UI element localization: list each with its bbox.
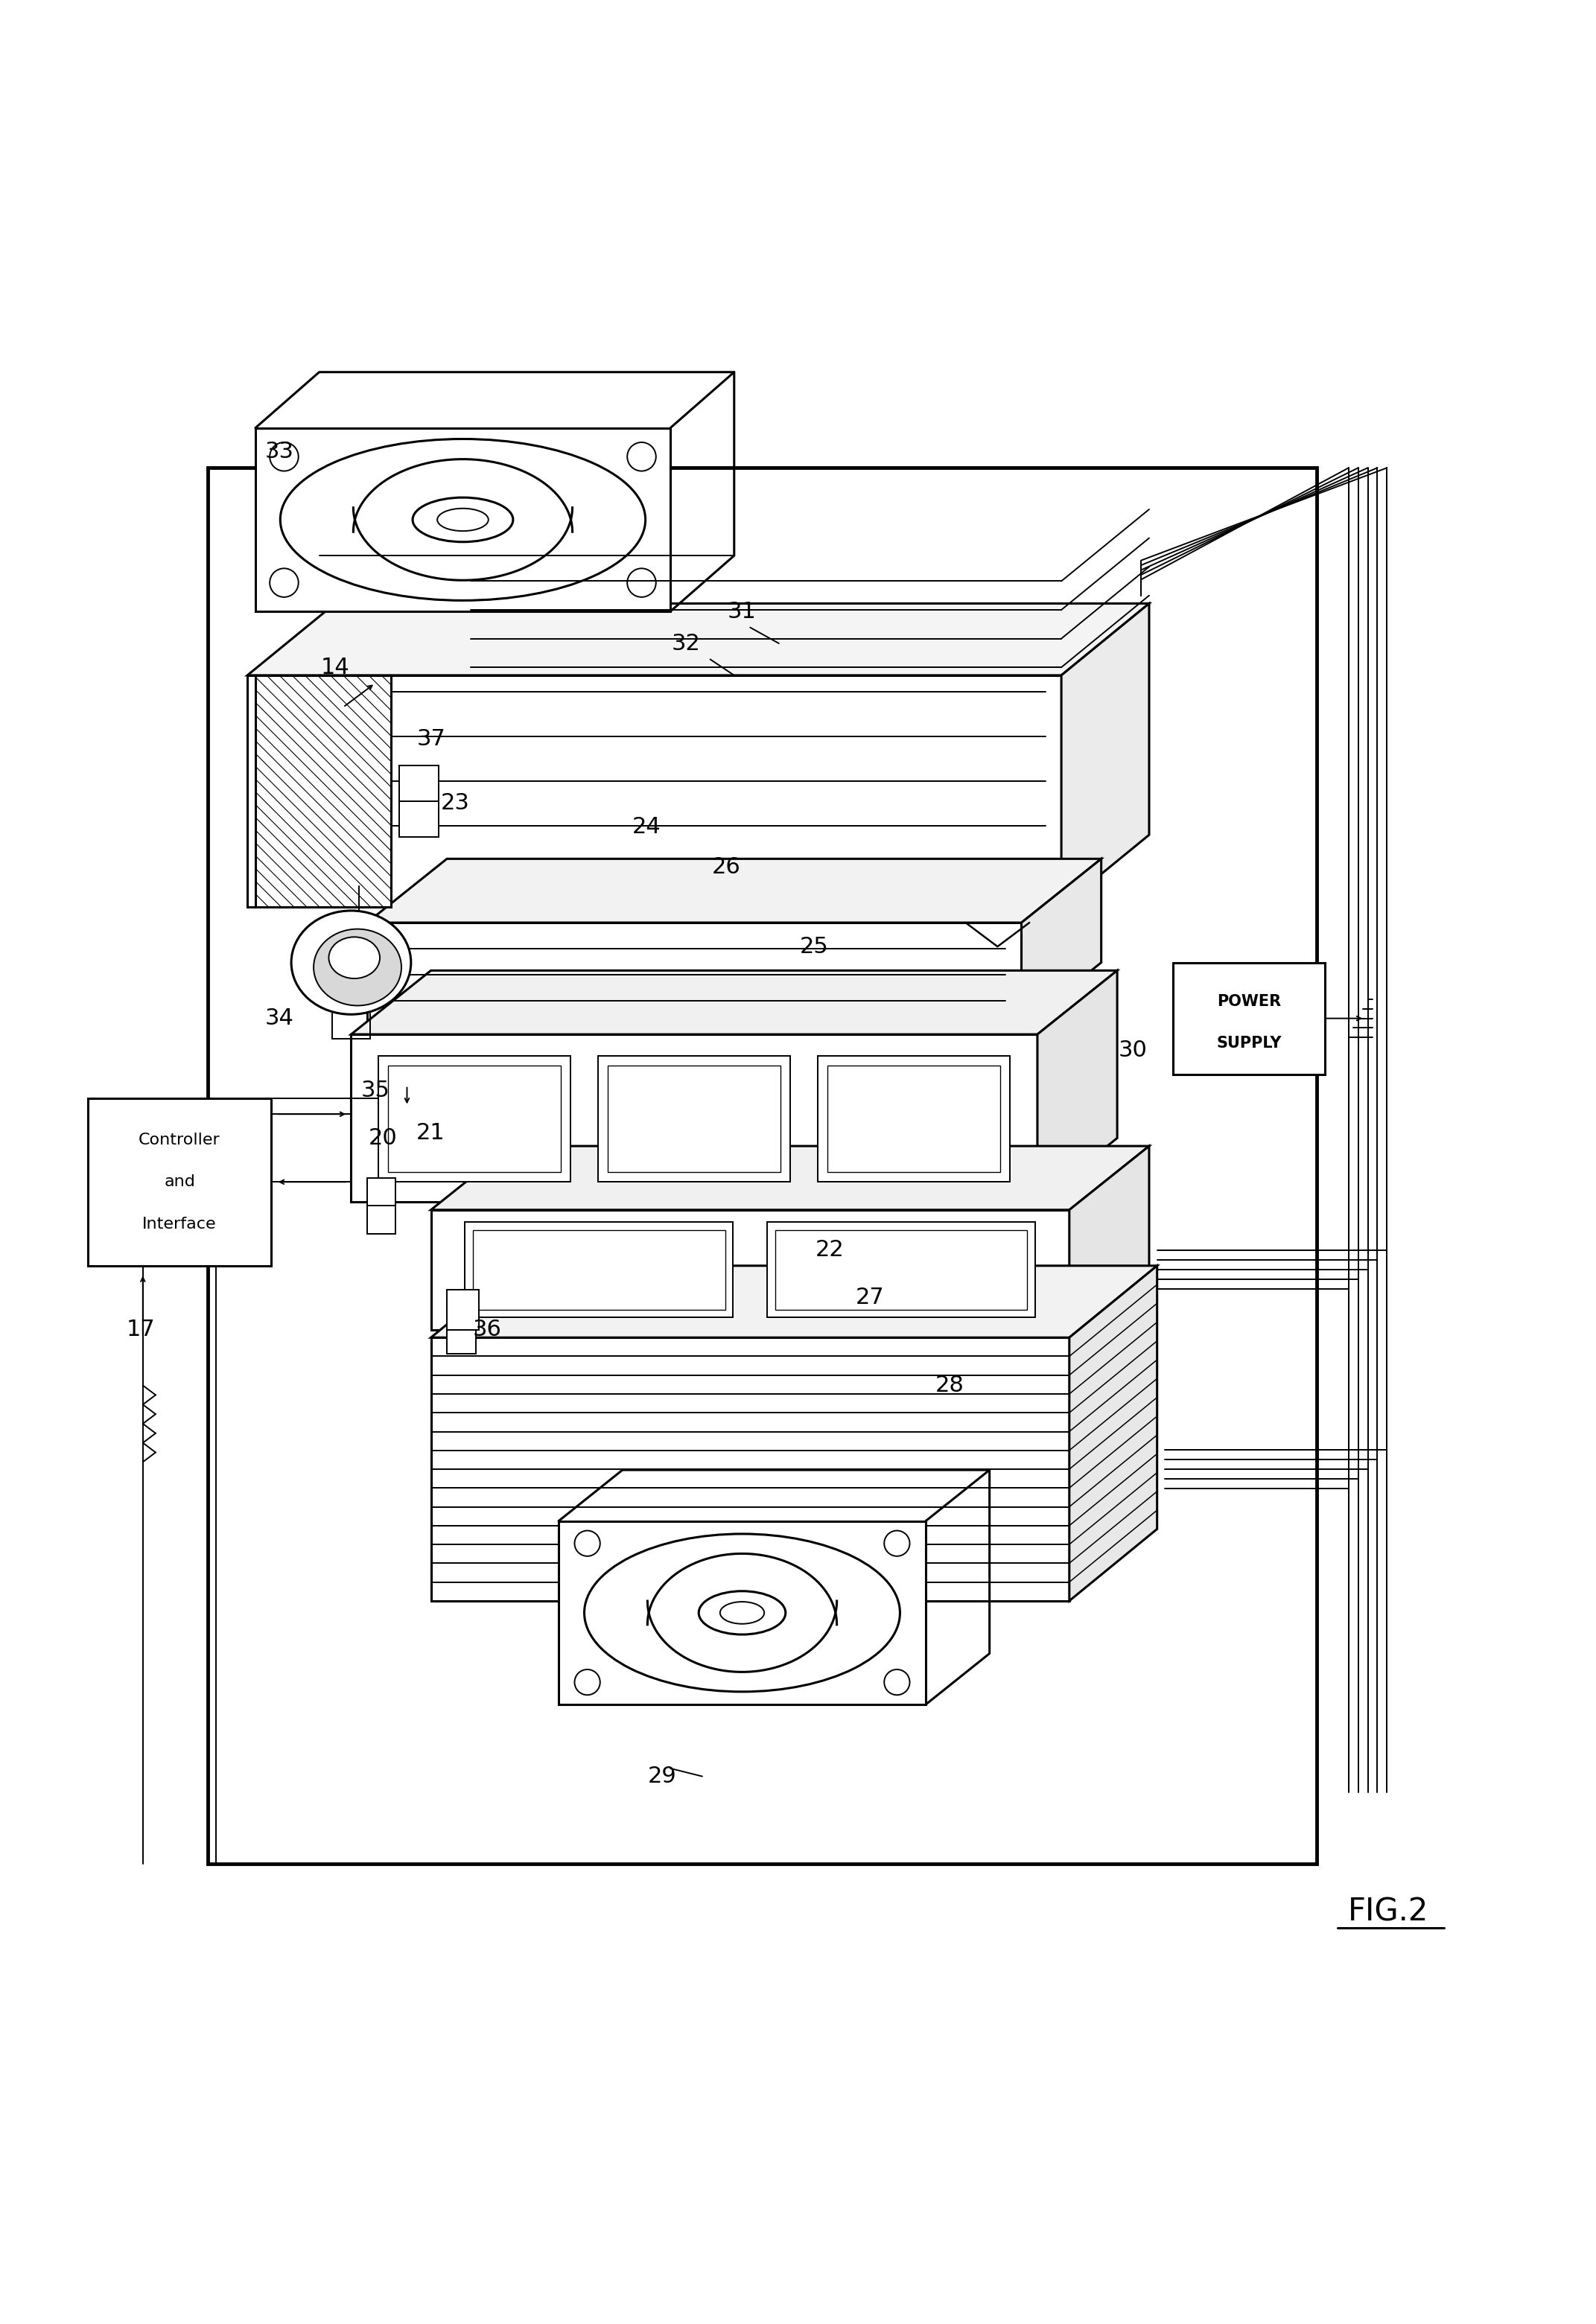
Bar <box>1173 962 1325 1074</box>
Bar <box>768 1222 1036 1318</box>
Bar <box>827 1067 1001 1171</box>
Polygon shape <box>431 1211 1069 1329</box>
Text: POWER: POWER <box>1216 995 1282 1009</box>
Text: 28: 28 <box>935 1373 964 1397</box>
Text: 22: 22 <box>816 1239 844 1260</box>
Text: SUPPLY: SUPPLY <box>1216 1037 1282 1050</box>
Polygon shape <box>431 1267 1157 1339</box>
Text: 37: 37 <box>417 727 445 751</box>
Bar <box>207 467 1317 1864</box>
Text: Interface: Interface <box>142 1215 217 1232</box>
Polygon shape <box>447 1290 479 1329</box>
Polygon shape <box>255 428 670 611</box>
Bar <box>817 1055 1010 1183</box>
Text: 23: 23 <box>440 792 469 813</box>
Bar <box>472 1229 725 1311</box>
Polygon shape <box>431 1339 1069 1601</box>
Text: 17: 17 <box>126 1318 155 1341</box>
Text: 24: 24 <box>632 816 661 837</box>
Polygon shape <box>247 676 1061 906</box>
Polygon shape <box>367 1178 396 1234</box>
Polygon shape <box>1069 1267 1157 1601</box>
Text: 34: 34 <box>265 1009 294 1030</box>
Ellipse shape <box>313 930 401 1006</box>
Polygon shape <box>255 676 391 906</box>
Polygon shape <box>351 971 1117 1034</box>
Bar <box>378 1055 571 1183</box>
Polygon shape <box>367 860 1101 923</box>
Ellipse shape <box>290 911 412 1013</box>
Text: 33: 33 <box>265 442 294 462</box>
Bar <box>608 1067 780 1171</box>
Bar <box>464 1222 733 1318</box>
Text: 27: 27 <box>855 1287 884 1308</box>
Text: and: and <box>164 1174 195 1190</box>
Text: 21: 21 <box>417 1122 445 1143</box>
Text: 20: 20 <box>369 1127 397 1148</box>
Polygon shape <box>1021 860 1101 1027</box>
Polygon shape <box>1061 604 1149 906</box>
Bar <box>598 1055 790 1183</box>
Bar <box>776 1229 1028 1311</box>
Text: 25: 25 <box>800 937 828 957</box>
Text: 30: 30 <box>1119 1039 1148 1062</box>
Polygon shape <box>559 1520 926 1703</box>
Bar <box>388 1067 562 1171</box>
Text: 35: 35 <box>361 1078 389 1102</box>
Ellipse shape <box>329 937 380 978</box>
Text: 26: 26 <box>712 855 741 878</box>
Polygon shape <box>351 1034 1037 1202</box>
Polygon shape <box>1069 1146 1149 1329</box>
Text: 36: 36 <box>472 1318 501 1341</box>
Polygon shape <box>447 1306 476 1353</box>
Polygon shape <box>247 604 1149 676</box>
Bar <box>88 1099 271 1267</box>
Polygon shape <box>1037 971 1117 1202</box>
Polygon shape <box>431 1146 1149 1211</box>
Polygon shape <box>367 923 1021 1027</box>
Text: 14: 14 <box>321 655 350 679</box>
Text: 29: 29 <box>648 1766 677 1787</box>
Text: 32: 32 <box>672 632 701 653</box>
Polygon shape <box>399 765 439 837</box>
Text: FIG.2: FIG.2 <box>1349 1896 1428 1927</box>
Text: Controller: Controller <box>139 1132 220 1148</box>
Text: 31: 31 <box>728 600 757 623</box>
